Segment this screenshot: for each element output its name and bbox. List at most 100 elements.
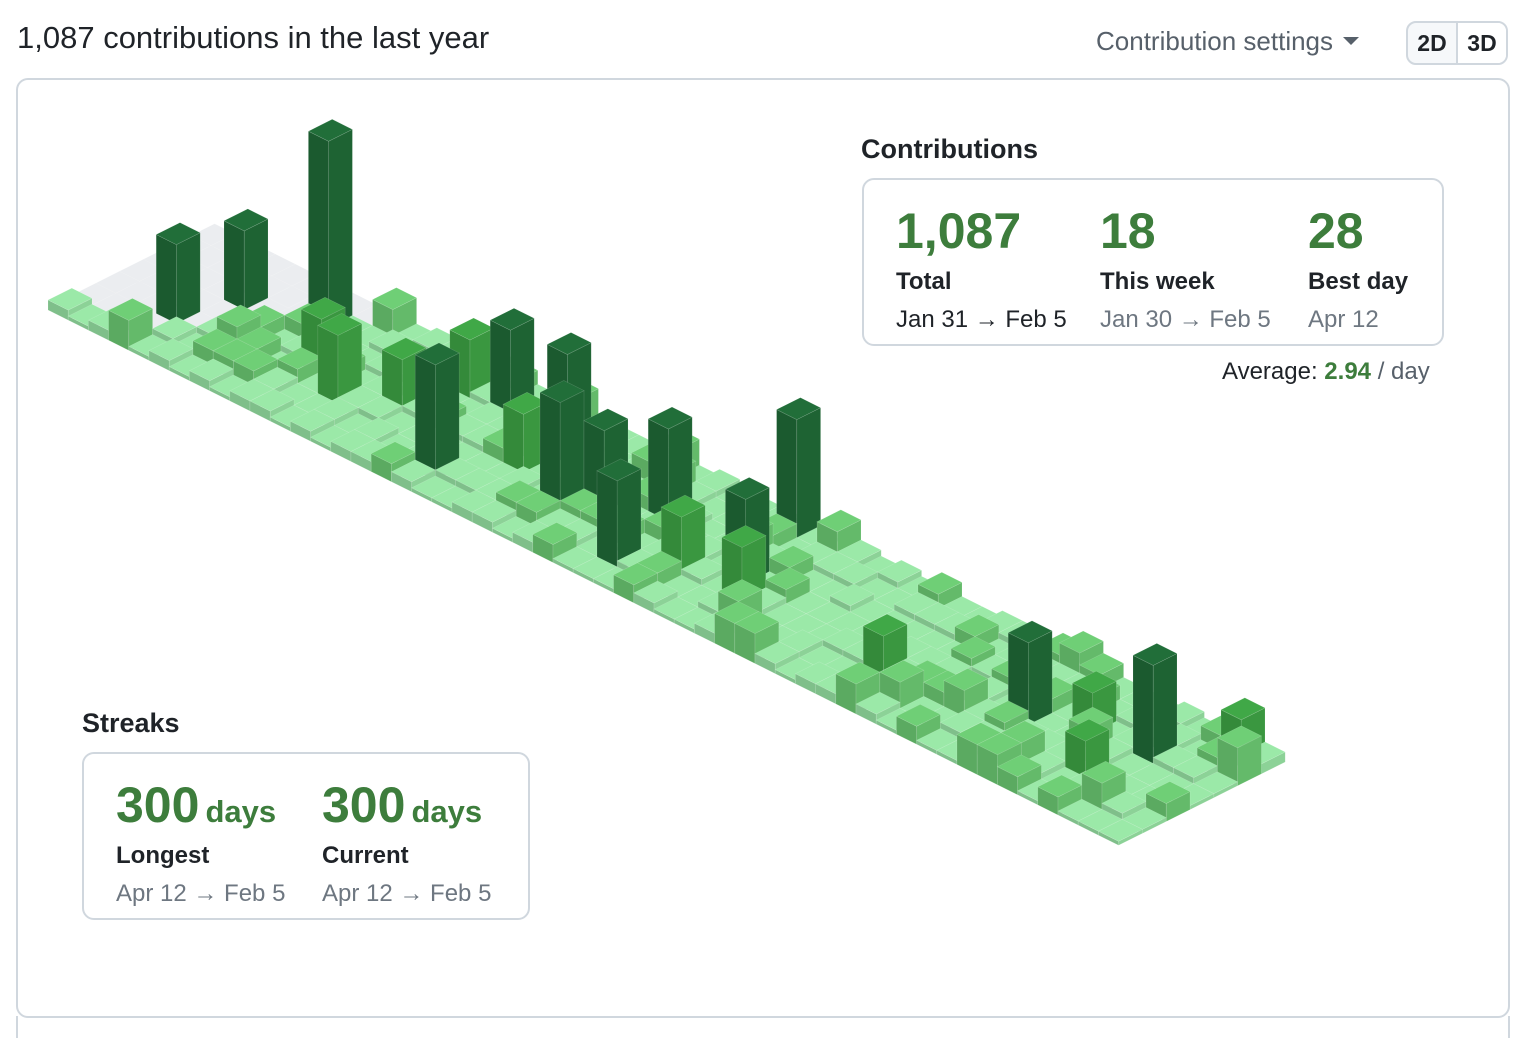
- cube-top-face: [721, 525, 767, 548]
- cube-top-face: [976, 732, 1022, 756]
- total-stat: 1,087 Total Jan 31 → Feb 5: [896, 206, 1067, 334]
- longest-streak-value: 300: [116, 777, 200, 833]
- cube-top-face: [829, 583, 875, 607]
- cube-top-face: [996, 754, 1043, 778]
- cube-top-face: [855, 691, 901, 715]
- cube-top-face: [1007, 620, 1053, 644]
- cube-right-face: [243, 218, 269, 314]
- cube-top-face: [754, 641, 800, 664]
- cube-top-face: [47, 287, 93, 311]
- average-per-day: Average: 2.94 / day: [1222, 358, 1430, 386]
- best-day-value: 28: [1308, 203, 1364, 259]
- view-3d-button[interactable]: 3D: [1458, 23, 1506, 63]
- cube-top-face: [223, 208, 269, 232]
- cube-right-face: [1028, 630, 1053, 730]
- cube-top-face: [107, 298, 154, 321]
- cube-top-face: [950, 636, 996, 659]
- cube-top-face: [836, 539, 882, 563]
- cube-top-face: [532, 522, 578, 545]
- cube-right-face: [176, 232, 201, 328]
- cube-left-face: [155, 234, 177, 328]
- cube-top-face: [917, 571, 963, 595]
- cube-left-face: [1132, 654, 1154, 768]
- total-label: Total: [896, 268, 952, 295]
- cube-top-face: [1132, 643, 1178, 666]
- cube-top-face: [414, 342, 460, 366]
- cube-top-face: [1081, 760, 1127, 784]
- cube-left-face: [223, 220, 245, 314]
- contribution-graph-panel: [16, 78, 1510, 1018]
- average-value: 2.94: [1324, 358, 1372, 385]
- total-value: 1,087: [896, 203, 1022, 259]
- current-streak-stat: 300 days Current Apr 12 → Feb 5: [322, 780, 491, 908]
- cube-top-face: [289, 408, 336, 432]
- cube-top-face: [943, 668, 989, 691]
- cube-top-face: [216, 304, 262, 328]
- cube-top-face: [539, 380, 585, 403]
- header-bar: 1,087 contributions in the last year Con…: [0, 0, 1540, 80]
- cube-top-face: [1078, 652, 1125, 676]
- this-week-stat: 18 This week Jan 30 → Feb 5: [1100, 206, 1271, 334]
- cube-top-face: [724, 477, 771, 500]
- cube-left-face: [596, 470, 618, 572]
- cube-top-face: [954, 614, 1000, 637]
- contributions-card: 1,087 Total Jan 31 → Feb 5 18 This week …: [862, 178, 1444, 346]
- longest-streak-stat: 300 days Longest Apr 12 → Feb 5: [116, 780, 285, 908]
- cube-top-face: [155, 222, 201, 245]
- contribution-settings-dropdown[interactable]: Contribution settings: [1096, 26, 1360, 57]
- cube-top-face: [734, 611, 780, 634]
- contributions-section-title: Contributions: [861, 134, 1038, 164]
- best-day-stat: 28 Best day Apr 12: [1308, 206, 1408, 334]
- cube-top-face: [596, 458, 642, 482]
- cube-top-face: [775, 397, 822, 420]
- cube-top-face: [660, 494, 706, 518]
- longest-streak-range: Apr 12 → Feb 5: [116, 880, 286, 907]
- current-streak-unit: days: [411, 794, 483, 829]
- best-day-label: Best day: [1308, 268, 1409, 295]
- cube-top-face: [895, 703, 942, 727]
- current-streak-range: Apr 12 → Feb 5: [322, 880, 492, 907]
- contributions-headline: 1,087 contributions in the last year: [17, 20, 490, 55]
- cube-top-face: [1220, 697, 1266, 721]
- streaks-section-title: Streaks: [82, 708, 180, 738]
- cube-top-face: [546, 332, 592, 355]
- contribution-settings-label: Contribution settings: [1096, 26, 1334, 56]
- cube-top-face: [765, 567, 811, 590]
- cube-top-face: [371, 287, 418, 310]
- total-range: Jan 31 → Feb 5: [896, 306, 1067, 333]
- cube-top-face: [879, 659, 925, 683]
- cube-top-face: [307, 118, 354, 142]
- cube-top-face: [717, 579, 763, 602]
- view-2d-button[interactable]: 2D: [1408, 23, 1456, 63]
- this-week-label: This week: [1100, 268, 1215, 295]
- cube-top-face: [1064, 718, 1110, 742]
- cube-top-face: [300, 296, 346, 320]
- current-streak-value: 300: [322, 777, 406, 833]
- this-week-range: Jan 30 → Feb 5: [1100, 306, 1271, 333]
- cube-top-face: [612, 562, 659, 586]
- cube-top-face: [816, 509, 862, 533]
- cube-top-face: [317, 313, 363, 336]
- best-day-range: Apr 12: [1308, 306, 1379, 333]
- cube-top-face: [983, 700, 1030, 724]
- cube-top-face: [1097, 818, 1144, 842]
- cube-top-face: [1058, 630, 1105, 654]
- current-streak-label: Current: [322, 842, 409, 869]
- longest-streak-unit: days: [205, 794, 277, 829]
- cube-top-face: [249, 388, 295, 412]
- cube-top-face: [1145, 781, 1191, 804]
- this-week-value: 18: [1100, 203, 1156, 259]
- cube-top-face: [768, 545, 815, 568]
- cube-top-face: [489, 307, 535, 331]
- cube-top-face: [862, 613, 908, 637]
- longest-streak-label: Longest: [116, 842, 210, 869]
- cube-top-face: [633, 580, 679, 604]
- cube-top-face: [583, 408, 629, 432]
- average-unit: / day: [1377, 358, 1430, 385]
- cube-top-face: [647, 406, 693, 430]
- caret-down-icon: [1343, 37, 1360, 46]
- view-mode-toggle: 2D 3D: [1406, 21, 1508, 65]
- toggle-divider: [1456, 23, 1458, 63]
- average-label: Average:: [1222, 358, 1318, 385]
